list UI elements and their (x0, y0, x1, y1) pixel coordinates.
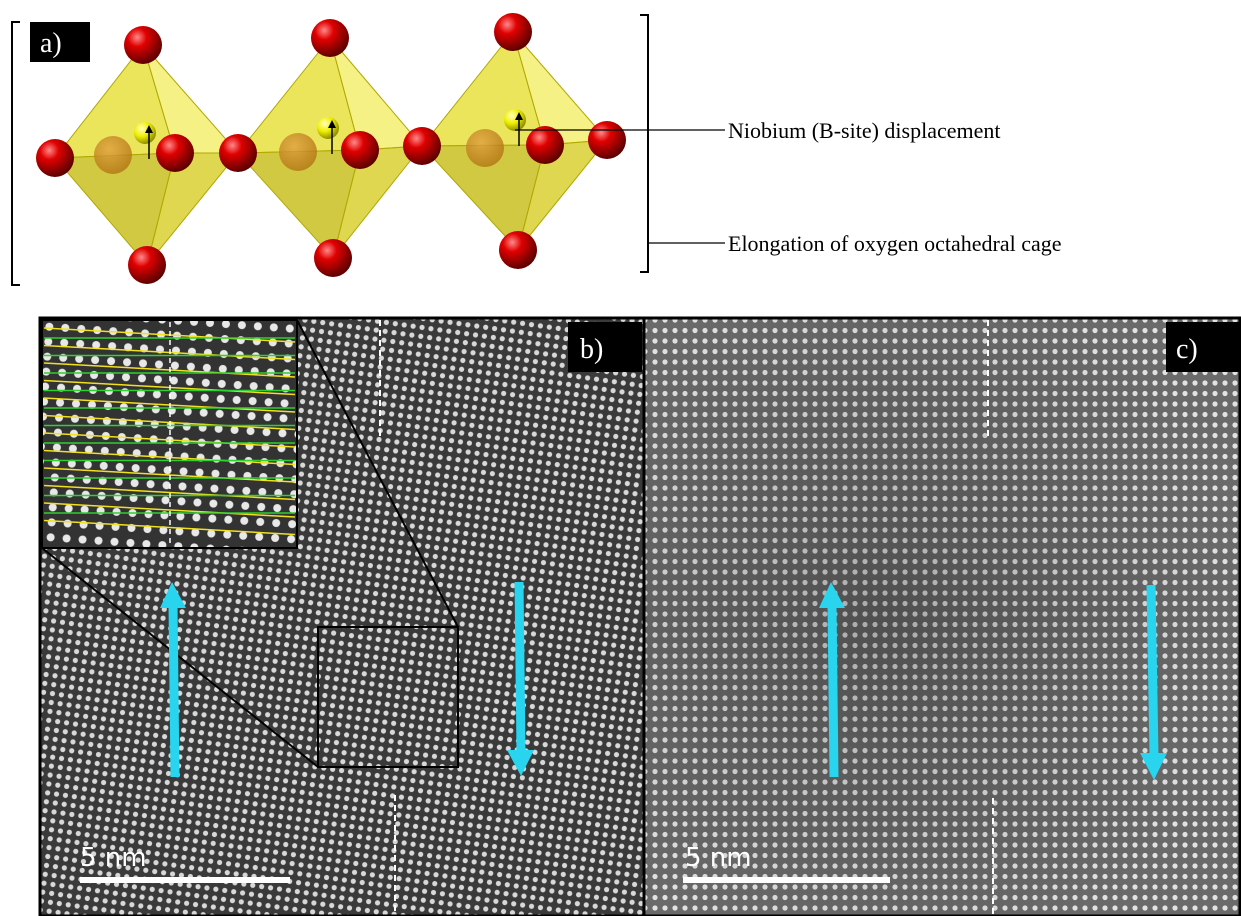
oxygen (403, 127, 441, 165)
bracket-right (640, 15, 648, 272)
oxygen (219, 134, 257, 172)
panel-label: a) (40, 28, 62, 59)
octahedra (36, 13, 626, 284)
oxygen (314, 239, 352, 277)
panel-b: b) 5 nm (40, 318, 644, 916)
body: a) Niobium (B-site) displacement Elongat… (0, 0, 1241, 916)
oxygen (156, 134, 194, 172)
oxygen (311, 19, 349, 57)
oxygen (526, 126, 564, 164)
bracket-left (12, 22, 20, 285)
polarization-arrow (1151, 585, 1154, 755)
scale-bar-label: 5 nm (80, 843, 147, 873)
oxygen (36, 139, 74, 177)
panel-a: a) Niobium (B-site) displacement Elongat… (12, 13, 1062, 285)
panel-c: c) 5 nm (645, 318, 1241, 916)
oxygen-back (94, 136, 132, 174)
oxygen-back (279, 133, 317, 171)
panel-label: b) (580, 334, 603, 365)
oxygen (494, 13, 532, 51)
panel-label: c) (1176, 334, 1198, 365)
oxygen (341, 131, 379, 169)
polarization-arrow (832, 605, 834, 777)
oxygen (499, 231, 537, 269)
annotation: Niobium (B-site) displacement (728, 118, 1001, 143)
figure: a) Niobium (B-site) displacement Elongat… (0, 0, 1241, 916)
scale-bar-label: 5 nm (685, 843, 752, 873)
polarization-arrow (519, 582, 521, 752)
oxygen (588, 121, 626, 159)
polarization-arrow (173, 605, 175, 777)
annotation: Elongation of oxygen octahedral cage (728, 231, 1062, 256)
oxygen (124, 26, 162, 64)
page: Figure {"panel_a": {"label": "a)", "anno… (0, 0, 1241, 916)
oxygen-back (466, 129, 504, 167)
oxygen (128, 246, 166, 284)
